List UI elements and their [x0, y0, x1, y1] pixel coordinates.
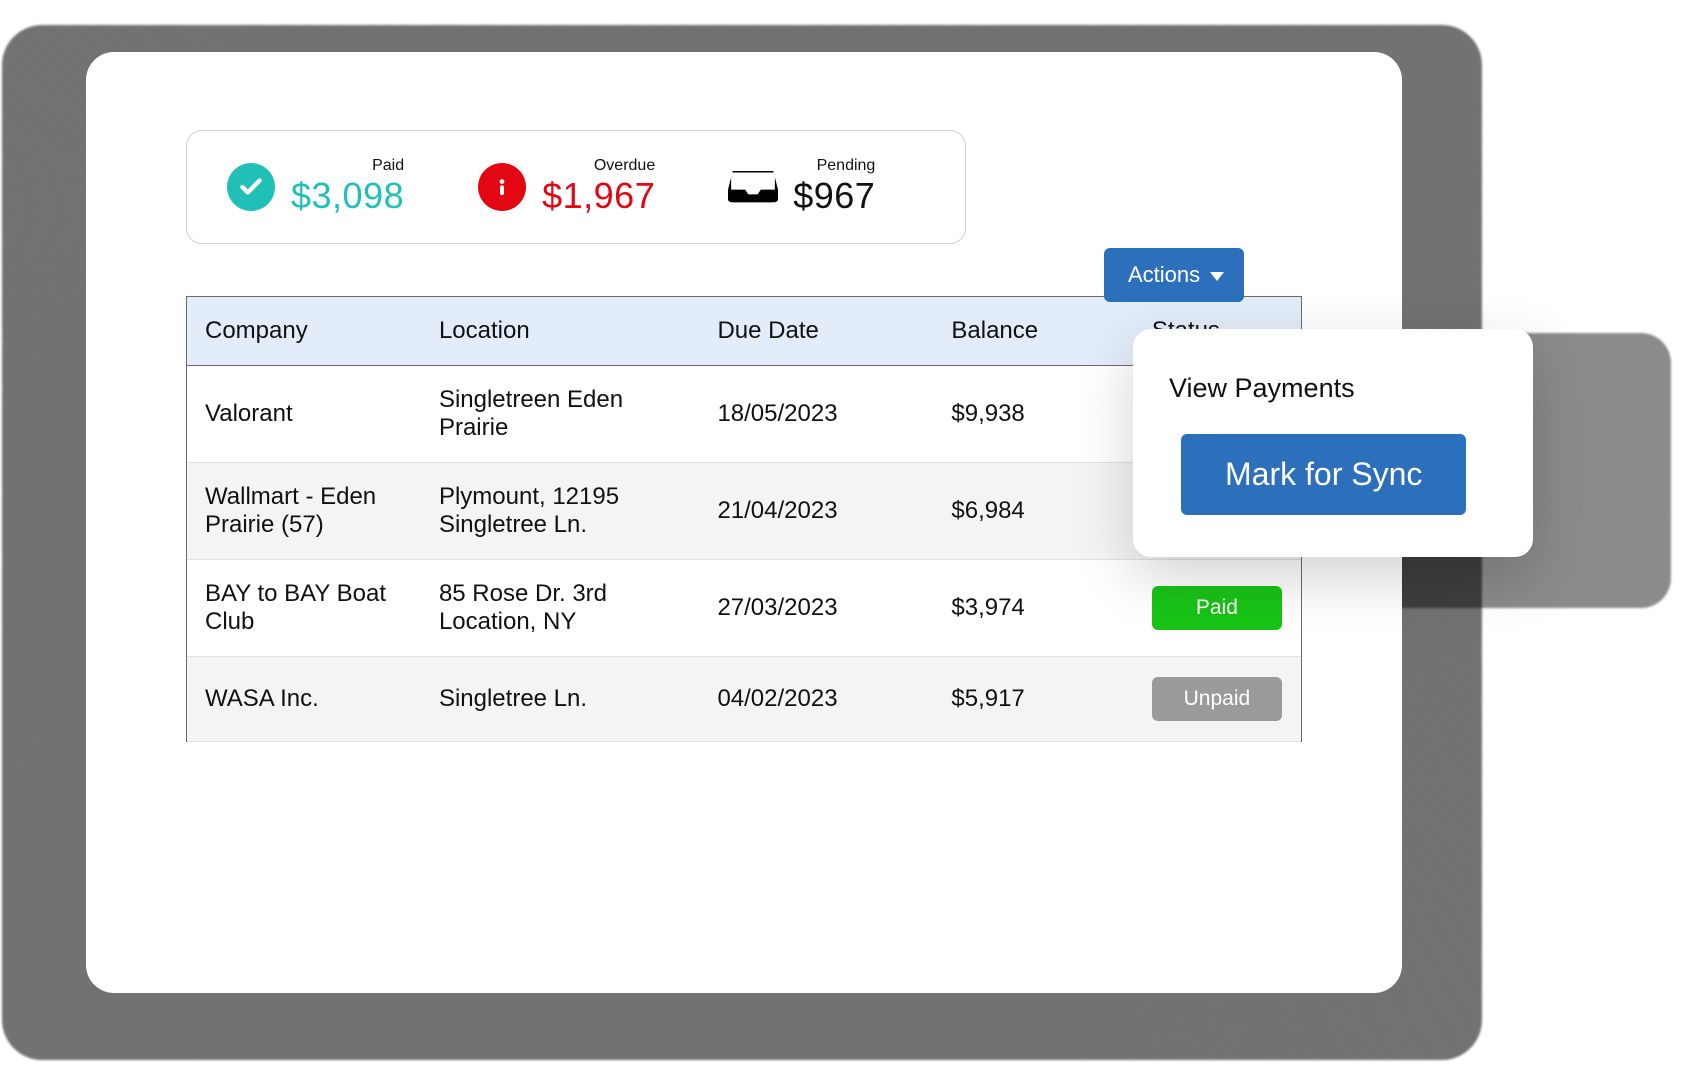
info-circle-icon	[476, 161, 528, 213]
check-circle-icon	[225, 161, 277, 213]
actions-button-label: Actions	[1128, 262, 1200, 288]
cell-company: BAY to BAY Boat Club	[187, 560, 421, 657]
table-row[interactable]: BAY to BAY Boat Club85 Rose Dr. 3rd Loca…	[187, 560, 1301, 657]
table-row[interactable]: WASA Inc.Singletree Ln.04/02/2023$5,917 …	[187, 657, 1301, 742]
status-badge: Paid	[1152, 586, 1282, 630]
actions-button[interactable]: Actions	[1104, 248, 1244, 302]
summary-paid: Paid $3,098	[225, 157, 404, 217]
cell-location: Plymount, 12195 Singletree Ln.	[421, 463, 700, 560]
cell-status: Paid	[1134, 560, 1301, 657]
col-due-date[interactable]: Due Date	[699, 297, 933, 366]
inbox-icon	[727, 161, 779, 213]
cell-due-date: 21/04/2023	[699, 463, 933, 560]
cell-balance: $5,917	[933, 657, 1134, 742]
cell-location: 85 Rose Dr. 3rd Location, NY	[421, 560, 700, 657]
summary-pending: Pending $967	[727, 157, 875, 217]
summary-strip: Paid $3,098 Overdue $1,967 Pending	[186, 130, 966, 244]
summary-paid-amount: $3,098	[291, 175, 404, 217]
cell-company: WASA Inc.	[187, 657, 421, 742]
cell-balance: $9,938	[933, 366, 1134, 463]
summary-pending-amount: $967	[793, 175, 875, 217]
col-location[interactable]: Location	[421, 297, 700, 366]
summary-overdue: Overdue $1,967	[476, 157, 655, 217]
col-company[interactable]: Company	[187, 297, 421, 366]
menu-item-view-payments[interactable]: View Payments	[1133, 365, 1533, 434]
summary-overdue-label: Overdue	[594, 157, 655, 175]
cell-due-date: 04/02/2023	[699, 657, 933, 742]
cell-company: Wallmart - Eden Prairie (57)	[187, 463, 421, 560]
col-balance[interactable]: Balance	[933, 297, 1134, 366]
cell-company: Valorant	[187, 366, 421, 463]
chevron-down-icon	[1210, 272, 1224, 281]
cell-due-date: 18/05/2023	[699, 366, 933, 463]
cell-location: Singletree Ln.	[421, 657, 700, 742]
cell-due-date: 27/03/2023	[699, 560, 933, 657]
stage: Paid $3,098 Overdue $1,967 Pending	[0, 0, 1681, 1081]
summary-pending-label: Pending	[817, 157, 876, 175]
summary-overdue-amount: $1,967	[542, 175, 655, 217]
summary-paid-label: Paid	[372, 157, 404, 175]
menu-item-mark-for-sync[interactable]: Mark for Sync	[1181, 434, 1466, 515]
cell-balance: $6,984	[933, 463, 1134, 560]
cell-balance: $3,974	[933, 560, 1134, 657]
status-badge: Unpaid	[1152, 677, 1282, 721]
actions-menu: View Payments Mark for Sync	[1133, 329, 1533, 557]
cell-location: Singletreen Eden Prairie	[421, 366, 700, 463]
cell-status: Unpaid	[1134, 657, 1301, 742]
